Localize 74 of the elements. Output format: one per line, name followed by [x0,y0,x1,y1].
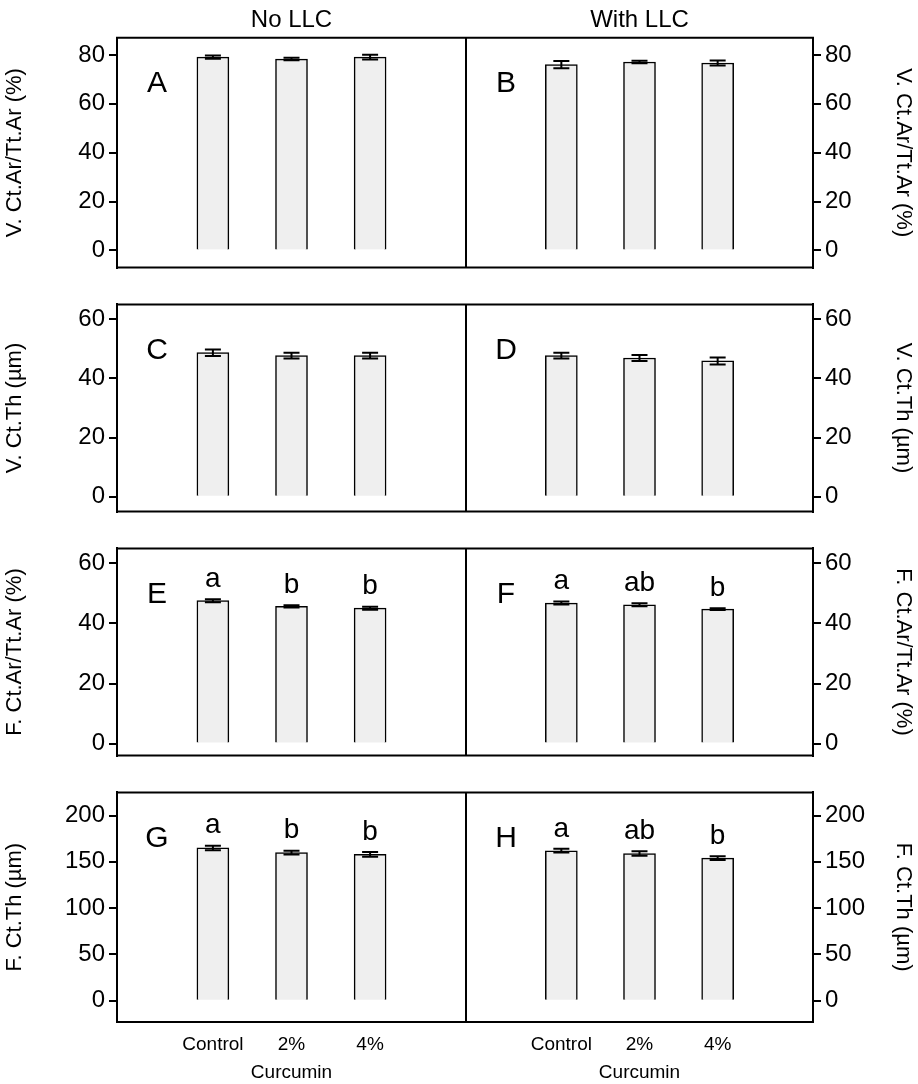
annotation: E [146,575,168,609]
y-tick-label: 50 [825,939,852,967]
y-tick-label: 60 [78,548,105,576]
chart-title: With LLC [590,5,689,33]
y-tick-label: 20 [825,668,852,696]
y-axis-title: V. Ct.Th (µm) [1,342,27,474]
y-axis-title: F. Ct.Ar/Tt.Ar (%) [891,568,917,736]
annotation: a [205,808,222,840]
y-tick-label: 20 [78,186,105,214]
y-axis-title: V. Ct.Ar/Tt.Ar (%) [891,68,917,238]
y-tick-label: 0 [91,985,105,1013]
y-tick-label: 20 [825,186,852,214]
annotation: b [283,813,300,845]
y-axis-title: F. Ct.Ar/Tt.Ar (%) [1,568,27,736]
annotation: A [146,65,168,99]
y-tick-label: 0 [91,728,105,756]
y-tick-label: 60 [825,303,852,331]
annotation: ab [623,566,656,598]
y-tick-label: 200 [825,800,866,828]
y-tick-label: 150 [64,846,105,874]
y-tick-label: 150 [825,846,866,874]
y-tick-label: 0 [825,235,839,263]
y-tick-label: 40 [825,363,852,391]
x-tick-label: 4% [356,1032,384,1054]
y-tick-label: 0 [91,481,105,509]
annotation: b [283,567,300,599]
annotation: ab [623,813,656,845]
annotation: b [709,570,726,602]
y-tick-label: 20 [78,668,105,696]
annotation: C [146,331,168,365]
y-axis-title: F. Ct.Th (µm) [1,842,27,972]
annotation: a [553,564,570,596]
chart-title: No LLC [250,5,333,33]
y-tick-label: 100 [64,892,105,920]
y-tick-label: 200 [64,800,105,828]
y-tick-label: 40 [78,363,105,391]
y-tick-label: 0 [825,481,839,509]
y-tick-label: 0 [825,728,839,756]
y-tick-label: 60 [825,548,852,576]
annotation: D [495,331,517,365]
y-tick-label: 20 [825,422,852,450]
annotation: a [205,561,222,593]
annotation: b [362,569,378,601]
y-axis-title: F. Ct.Th (µm) [891,842,917,972]
x-tick-label: Control [530,1032,592,1054]
y-tick-label: 60 [78,303,105,331]
y-tick-label: 20 [78,422,105,450]
y-tick-label: 80 [78,39,105,67]
y-tick-label: 40 [825,608,852,636]
y-tick-label: 50 [78,939,105,967]
x-axis-title: Curcumin [598,1060,681,1082]
y-tick-label: 60 [825,88,852,116]
annotation: F [496,575,516,609]
y-axis-title: V. Ct.Ar/Tt.Ar (%) [1,68,27,238]
annotation: a [553,811,570,843]
y-tick-label: 40 [825,137,852,165]
x-tick-label: 2% [277,1032,306,1054]
y-tick-label: 40 [78,608,105,636]
y-tick-label: 100 [825,892,866,920]
y-axis-title: V. Ct.Th (µm) [891,342,917,474]
x-tick-label: 4% [703,1032,732,1054]
y-tick-label: 0 [825,985,839,1013]
annotation: B [495,65,517,99]
y-tick-label: 80 [825,39,852,67]
y-tick-label: 60 [78,88,105,116]
x-tick-label: Control [182,1032,244,1054]
x-tick-label: 2% [625,1032,654,1054]
annotation: b [362,814,378,846]
y-tick-label: 40 [78,137,105,165]
annotation: b [709,819,726,850]
annotation: G [145,819,169,853]
y-tick-label: 0 [91,235,105,263]
annotation: H [495,819,517,853]
x-axis-title: Curcumin [250,1060,333,1082]
